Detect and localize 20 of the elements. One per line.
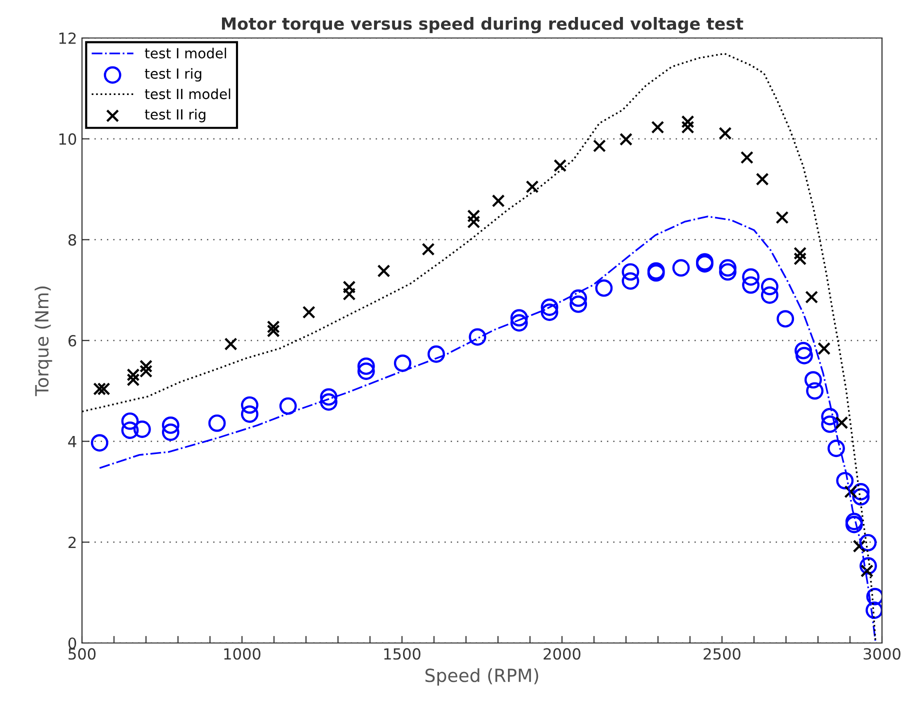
y-tick-label: 4 bbox=[68, 436, 76, 448]
legend-label: test I rig bbox=[144, 68, 202, 82]
y-tick-label: 6 bbox=[68, 334, 76, 347]
x-tick-label: 500 bbox=[68, 648, 96, 660]
x-tick-label: 3000 bbox=[864, 648, 900, 660]
legend-label: test II model bbox=[144, 88, 230, 100]
y-tick-label: 12 bbox=[59, 32, 76, 44]
legend-label: test I model bbox=[144, 48, 226, 58]
x-axis-title: Speed (RPM) bbox=[425, 668, 538, 686]
x-tick-label: 2500 bbox=[704, 648, 740, 660]
chart-title: Motor torque versus speed during reduced voltage test bbox=[222, 17, 744, 34]
y-tick-label: 0 bbox=[68, 637, 76, 650]
y-tick-label: 8 bbox=[68, 234, 76, 246]
x-tick-label: 2000 bbox=[544, 648, 580, 660]
x-tick-label: 1500 bbox=[384, 648, 420, 660]
x-tick-label: 1000 bbox=[224, 648, 260, 660]
y-tick-label: 2 bbox=[68, 536, 76, 548]
y-axis-title: Torque (Nm) bbox=[34, 286, 52, 396]
y-tick-label: 10 bbox=[59, 133, 76, 145]
legend-label: test II rig bbox=[144, 108, 206, 122]
